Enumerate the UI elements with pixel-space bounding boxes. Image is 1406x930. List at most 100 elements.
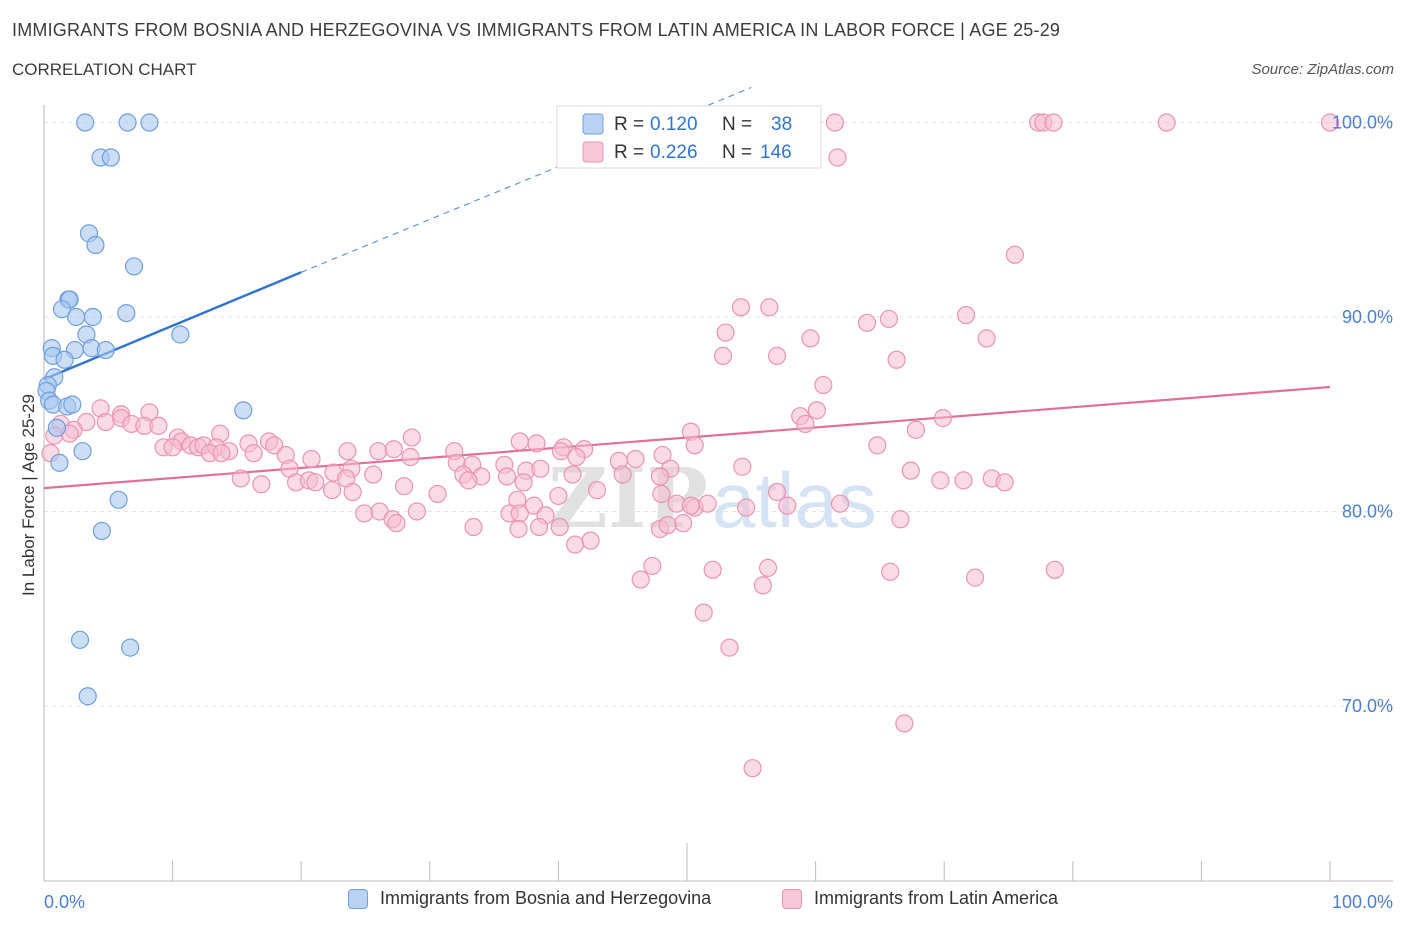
legend-bottom-swatch-latin-america bbox=[782, 888, 802, 909]
latin-america-point bbox=[881, 562, 900, 581]
bosnia-point bbox=[171, 325, 190, 344]
latin-america-point bbox=[828, 148, 847, 167]
latin-america-point bbox=[1005, 245, 1025, 264]
latin-america-point bbox=[694, 603, 713, 622]
legend-n-value-bosnia: 38 bbox=[771, 114, 792, 135]
legend-r-value-bosnia: 0.120 bbox=[650, 114, 698, 135]
latin-america-point bbox=[1044, 113, 1063, 132]
latin-america-point bbox=[956, 305, 976, 325]
latin-america-point bbox=[814, 375, 833, 395]
legend-swatch-bosnia bbox=[582, 113, 604, 135]
latin-america-point bbox=[868, 436, 887, 455]
latin-america-point bbox=[674, 514, 693, 533]
latin-america-point bbox=[807, 401, 826, 420]
latin-america-point bbox=[402, 428, 421, 447]
latin-america-point bbox=[626, 449, 645, 469]
latin-america-point bbox=[163, 438, 182, 457]
latin-america-point bbox=[212, 444, 231, 463]
trend-line-bosnia-extension bbox=[300, 86, 752, 273]
latin-america-point bbox=[581, 531, 600, 550]
latin-america-point bbox=[895, 714, 914, 733]
latin-america-point bbox=[459, 471, 478, 490]
latin-america-point bbox=[401, 447, 420, 467]
bosnia-point bbox=[121, 638, 140, 657]
legend-n-label-bosnia: N = bbox=[722, 114, 752, 135]
latin-america-point bbox=[530, 517, 549, 537]
latin-america-point bbox=[1320, 113, 1340, 132]
latin-america-point bbox=[510, 432, 529, 451]
bosnia-point bbox=[47, 418, 66, 437]
latin-america-point bbox=[737, 498, 756, 517]
latin-america-point bbox=[96, 412, 115, 432]
latin-america-point bbox=[407, 502, 427, 521]
latin-america-point bbox=[509, 519, 528, 539]
bosnia-point bbox=[140, 113, 159, 132]
bosnia-point bbox=[109, 490, 128, 509]
latin-america-point bbox=[767, 482, 787, 502]
bosnia-point bbox=[101, 148, 120, 167]
latin-america-point bbox=[653, 445, 672, 465]
legend-item-bosnia[interactable]: Immigrants from Bosnia and Herzegovina bbox=[348, 888, 711, 909]
latin-america-point bbox=[549, 486, 568, 506]
y-tick-label: 70.0% bbox=[1342, 696, 1393, 716]
latin-america-point bbox=[369, 442, 388, 461]
latin-america-point bbox=[933, 409, 953, 428]
source-label: Source: ZipAtlas.com bbox=[1251, 61, 1394, 78]
trend-line-bosnia bbox=[43, 271, 302, 381]
latin-america-point bbox=[464, 517, 483, 537]
latin-america-point bbox=[758, 558, 778, 577]
latin-america-point bbox=[231, 469, 250, 488]
bosnia-point bbox=[52, 300, 72, 319]
latin-america-point bbox=[681, 496, 700, 515]
x-tick-label-max: 100.0% bbox=[1332, 892, 1393, 912]
correlation-legend: R = 0.120 N = 38 R = 0.226 N = 146 bbox=[556, 105, 822, 169]
latin-america-point bbox=[550, 517, 569, 537]
latin-america-point bbox=[343, 482, 362, 502]
legend-item-latin-america[interactable]: Immigrants from Latin America bbox=[782, 888, 1058, 909]
bosnia-point bbox=[73, 442, 92, 461]
latin-america-point bbox=[658, 515, 677, 535]
latin-america-point bbox=[901, 461, 920, 480]
y-axis-label: In Labor Force | Age 25-29 bbox=[19, 394, 38, 596]
y-tick-label: 100.0% bbox=[1332, 113, 1393, 133]
legend-r-label-bosnia: R = bbox=[614, 114, 644, 135]
legend-n-label-latin-america: N = bbox=[722, 142, 752, 163]
latin-america-point bbox=[733, 457, 752, 476]
bosnia-point bbox=[70, 630, 90, 649]
latin-america-point bbox=[830, 494, 850, 513]
legend-r-label-latin-america: R = bbox=[614, 142, 644, 163]
latin-america-point bbox=[977, 329, 996, 348]
latin-america-point bbox=[510, 504, 529, 523]
latin-america-point bbox=[531, 459, 550, 478]
latin-america-point bbox=[887, 350, 906, 369]
legend-n-value-latin-america: 146 bbox=[760, 142, 792, 163]
latin-america-point bbox=[767, 346, 787, 365]
latin-america-point bbox=[995, 473, 1014, 492]
latin-america-point bbox=[796, 414, 815, 434]
latin-america-point bbox=[954, 471, 973, 490]
bosnia-point bbox=[117, 304, 136, 323]
series-legend: Immigrants from Bosnia and Herzegovina I… bbox=[0, 888, 1406, 918]
bosnia-point bbox=[76, 113, 95, 132]
bosnia-point bbox=[86, 235, 105, 255]
latin-america-point bbox=[587, 480, 607, 500]
bosnia-point bbox=[124, 257, 144, 276]
bosnia-point bbox=[50, 453, 69, 472]
latin-america-point bbox=[384, 440, 403, 459]
legend-bottom-swatch-bosnia bbox=[348, 888, 368, 909]
bosnia-points bbox=[37, 113, 253, 706]
latin-america-point bbox=[302, 449, 321, 469]
latin-america-point bbox=[825, 113, 844, 132]
latin-america-point bbox=[716, 323, 735, 342]
bosnia-point bbox=[92, 521, 111, 541]
legend-label-latin-america: Immigrants from Latin America bbox=[814, 888, 1059, 908]
latin-america-point bbox=[514, 473, 533, 492]
latin-america-point bbox=[306, 473, 325, 492]
latin-america-point bbox=[355, 504, 374, 523]
latin-america-point bbox=[394, 477, 414, 496]
latin-america-point bbox=[524, 496, 544, 515]
latin-america-point bbox=[778, 496, 797, 515]
latin-america-point bbox=[650, 467, 670, 486]
latin-america-point bbox=[931, 471, 950, 490]
latin-america-point bbox=[743, 759, 762, 778]
